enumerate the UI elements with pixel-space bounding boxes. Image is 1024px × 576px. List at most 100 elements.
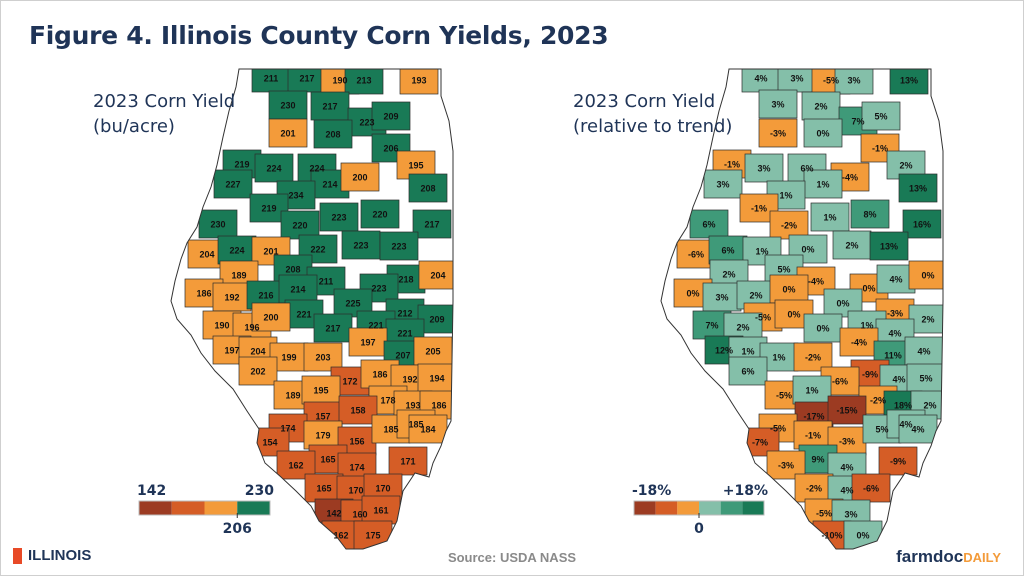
right-subtitle-line2: (relative to trend) xyxy=(573,116,733,137)
yield-county-label: 223 xyxy=(391,242,406,252)
trend-county-label: 0% xyxy=(801,245,814,255)
trend-county xyxy=(904,336,943,366)
trend-county xyxy=(834,69,874,95)
trend-county xyxy=(869,231,909,261)
yield-county-label: 186 xyxy=(431,401,446,411)
trend-county-label: 0% xyxy=(816,129,829,139)
trend-county xyxy=(898,173,938,203)
yield-county-label: 195 xyxy=(408,161,423,171)
trend-county-label: -15% xyxy=(836,406,857,416)
yield-county-label: 195 xyxy=(313,386,328,396)
right-subtitle-line1: 2023 Corn Yield xyxy=(573,91,716,112)
yield-county-label: 212 xyxy=(397,309,412,319)
trend-state-outline xyxy=(660,68,944,550)
yield-county xyxy=(268,118,308,148)
yield-county-label: 185 xyxy=(383,425,398,435)
trend-legend-swatch xyxy=(720,501,743,515)
yield-county xyxy=(388,446,428,476)
yield-county-label: 175 xyxy=(365,531,380,541)
trend-county-label: -3% xyxy=(778,461,794,471)
yield-county xyxy=(371,101,411,131)
trend-county-label: 0% xyxy=(816,324,829,334)
trend-county-label: 3% xyxy=(790,74,803,84)
left-map-subtitle: 2023 Corn Yield (bu/acre) xyxy=(93,89,235,139)
trend-county-label: 2% xyxy=(921,315,934,325)
trend-county-label: 2% xyxy=(722,270,735,280)
yield-county-label: 221 xyxy=(296,310,311,320)
yield-state-outline xyxy=(170,68,454,550)
yield-county-label: 209 xyxy=(429,315,444,325)
trend-county xyxy=(908,304,943,334)
yield-county-label: 197 xyxy=(360,338,375,348)
trend-legend-swatch xyxy=(677,501,699,515)
trend-county xyxy=(898,414,938,444)
yield-legend-min: 142 xyxy=(137,483,166,499)
yield-legend-swatch xyxy=(237,501,270,515)
yield-county-label: 156 xyxy=(349,437,364,447)
yield-county-label: 201 xyxy=(280,129,295,139)
trend-county-label: -5% xyxy=(823,76,839,86)
yield-county-label: 217 xyxy=(299,74,314,84)
trend-county-label: -2% xyxy=(781,221,797,231)
trend-county xyxy=(766,450,806,480)
trend-county xyxy=(889,69,929,95)
trend-county-label: 12% xyxy=(715,346,733,356)
trend-county-label: 5% xyxy=(919,374,932,384)
trend-county-label: -4% xyxy=(808,277,824,287)
yield-county-label: 220 xyxy=(372,210,387,220)
trend-county xyxy=(769,210,809,240)
left-subtitle-line2: (bu/acre) xyxy=(93,116,175,137)
trend-county-label: 4% xyxy=(840,486,853,496)
trend-county-label: -5% xyxy=(816,509,832,519)
trend-county xyxy=(803,169,843,199)
yield-county-label: 174 xyxy=(349,463,364,473)
yield-county-label: 161 xyxy=(373,506,388,516)
trend-county xyxy=(689,209,729,239)
yield-county-label: 157 xyxy=(315,412,330,422)
trend-county-label: 3% xyxy=(757,164,770,174)
yield-county-label: 165 xyxy=(316,484,331,494)
trend-county-label: 0% xyxy=(686,289,699,299)
yield-county-label: 162 xyxy=(288,461,303,471)
trend-county-label: 4% xyxy=(888,329,901,339)
trend-county-label: 6% xyxy=(702,220,715,230)
yield-county-label: 208 xyxy=(420,184,435,194)
yield-county-label: 189 xyxy=(231,271,246,281)
yield-legend-border xyxy=(138,500,271,516)
yield-legend-mid: 206 xyxy=(223,521,252,537)
yield-county xyxy=(319,202,359,232)
trend-county-label: 1% xyxy=(741,347,754,357)
trend-county-label: 2% xyxy=(923,401,936,411)
yield-county-label: 213 xyxy=(356,76,371,86)
yield-county xyxy=(344,69,384,95)
yield-county-label: 199 xyxy=(281,353,296,363)
trend-county-label: 7% xyxy=(851,117,864,127)
yield-county-label: 222 xyxy=(310,245,325,255)
yield-county-label: 190 xyxy=(332,76,347,86)
trend-county-label: 5% xyxy=(875,425,888,435)
yield-county-label: 230 xyxy=(210,220,225,230)
block-i-icon xyxy=(13,547,22,564)
yield-county-label: 224 xyxy=(266,164,281,174)
yield-county-label: 219 xyxy=(234,160,249,170)
trend-legend-swatch xyxy=(634,501,656,515)
trend-county-label: -9% xyxy=(862,370,878,380)
trend-county-label: -5% xyxy=(770,424,786,434)
yield-county xyxy=(333,288,373,318)
yield-county-label: 217 xyxy=(322,102,337,112)
trend-county-label: -1% xyxy=(751,204,767,214)
yield-county-label: 219 xyxy=(261,204,276,214)
yield-county-label: 205 xyxy=(425,347,440,357)
yield-county xyxy=(238,356,278,386)
yield-legend-max: 230 xyxy=(245,483,274,499)
trend-county-label: -17% xyxy=(803,412,824,422)
yield-county-label: 203 xyxy=(315,353,330,363)
trend-county xyxy=(850,199,890,229)
yield-county-label: 160 xyxy=(352,510,367,520)
yield-county-label: 204 xyxy=(199,250,214,260)
trend-county-label: -4% xyxy=(851,338,867,348)
yield-county-label: 224 xyxy=(229,246,244,256)
trend-county-label: -3% xyxy=(770,129,786,139)
